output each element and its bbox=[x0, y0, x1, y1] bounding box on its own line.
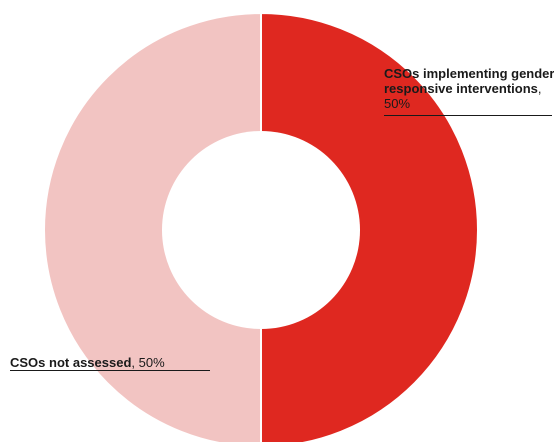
slice-label-implementing-sep: , bbox=[537, 81, 542, 96]
slice-label-implementing-value: 50% bbox=[384, 96, 411, 111]
slices-group bbox=[43, 11, 479, 442]
slice-label-not-assessed: CSOs not assessed, 50% bbox=[10, 355, 270, 370]
slice-label-not-assessed-sep: , bbox=[131, 355, 139, 370]
donut-hole bbox=[162, 131, 360, 329]
leader-line-not-assessed bbox=[10, 370, 210, 371]
slice-label-implementing-name: CSOs implementing gender responsive inte… bbox=[384, 66, 554, 96]
slice-label-not-assessed-name: CSOs not assessed bbox=[10, 355, 132, 370]
leader-line-implementing bbox=[384, 115, 552, 116]
slice-not-assessed bbox=[43, 11, 262, 442]
slice-implementing bbox=[260, 11, 479, 442]
slice-label-implementing: CSOs implementing gender responsive inte… bbox=[384, 66, 554, 111]
slice-label-not-assessed-value: 50% bbox=[138, 355, 165, 370]
